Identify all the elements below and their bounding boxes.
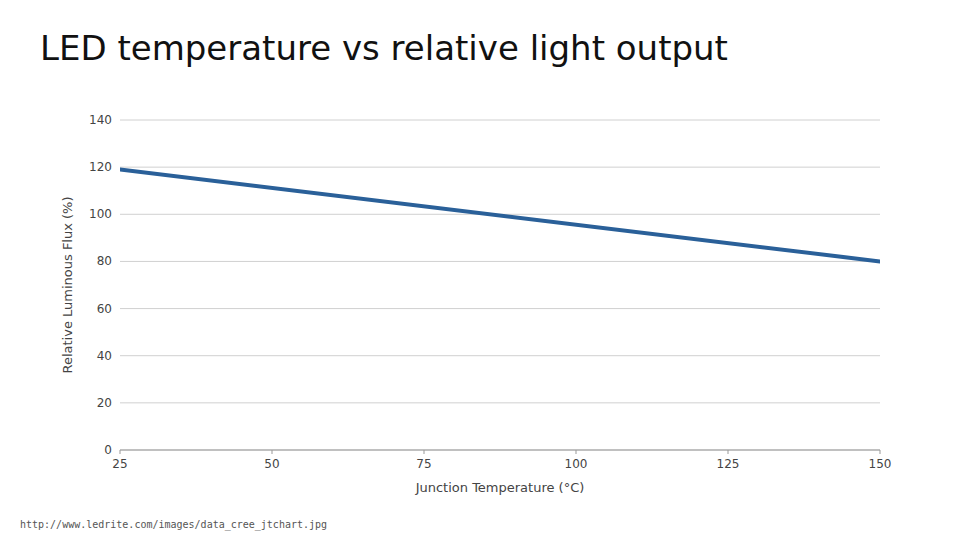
- y-tick-label: 40: [97, 349, 112, 363]
- background: [0, 0, 960, 540]
- grid-line: [120, 450, 880, 451]
- x-tick: [272, 450, 273, 454]
- title: LED temperature vs relative light output: [40, 28, 728, 68]
- x-tick-label: 25: [112, 457, 127, 471]
- footnote: http://www.ledrite.com/images/data_cree_…: [20, 519, 327, 531]
- grid-line: [120, 167, 880, 168]
- x-tick-label: 50: [264, 457, 279, 471]
- data-line: [120, 170, 880, 262]
- x-tick-label: 75: [416, 457, 431, 471]
- chart: LED temperature vs relative light output…: [0, 0, 960, 540]
- y-axis-label: Relative Luminous Flux (%): [60, 196, 75, 373]
- plot-area: [120, 170, 880, 262]
- x-tick: [424, 450, 425, 454]
- chart-container: LED temperature vs relative light output…: [0, 0, 960, 540]
- x-tick-label: 150: [869, 457, 892, 471]
- y-tick-label: 120: [89, 160, 112, 174]
- grid-line: [120, 120, 880, 121]
- y-tick-label: 80: [97, 254, 112, 268]
- grid-line: [120, 355, 880, 356]
- x-axis-line: [120, 450, 880, 451]
- grid-line: [120, 308, 880, 309]
- y-tick-label: 0: [104, 443, 112, 457]
- y-tick-label: 60: [97, 302, 112, 316]
- y-axis: 0 20 40 60 80 100 120 140: [89, 113, 880, 457]
- x-tick: [576, 450, 577, 454]
- x-axis-label: Junction Temperature (°C): [415, 480, 585, 495]
- x-axis: 25 50 75 100 125 150: [112, 450, 891, 471]
- x-tick: [880, 450, 881, 454]
- x-tick: [728, 450, 729, 454]
- y-tick-label: 140: [89, 113, 112, 127]
- x-tick: [120, 450, 121, 454]
- grid-line: [120, 402, 880, 403]
- y-tick-label: 100: [89, 207, 112, 221]
- grid-line: [120, 261, 880, 262]
- x-tick-label: 100: [565, 457, 588, 471]
- x-tick-label: 125: [717, 457, 740, 471]
- y-tick-label: 20: [97, 396, 112, 410]
